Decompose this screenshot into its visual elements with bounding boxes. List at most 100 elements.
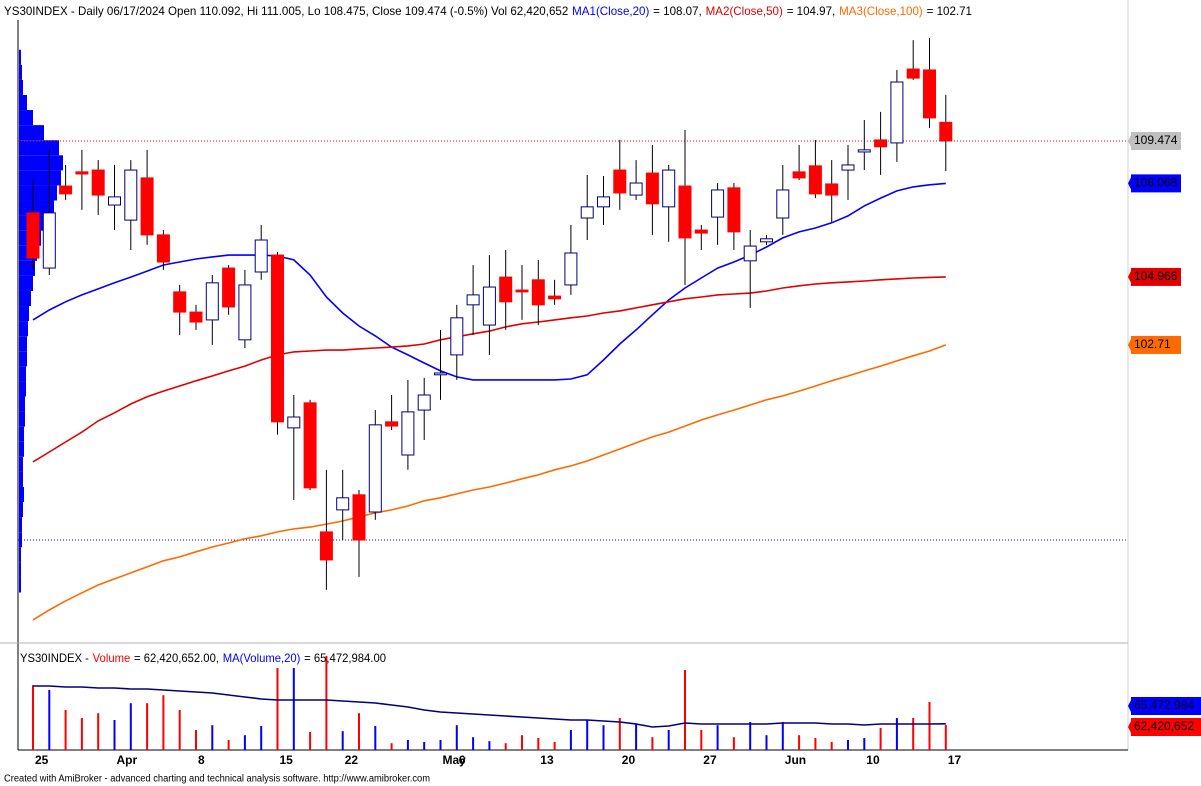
profile-bar <box>19 64 22 80</box>
label-box <box>1131 697 1201 715</box>
candle-body <box>189 311 203 323</box>
profile-bar <box>19 532 22 548</box>
candle-body <box>857 149 871 153</box>
volume-bar <box>814 738 817 750</box>
candle-body <box>26 212 40 259</box>
candle-body <box>205 282 219 321</box>
profile-bar <box>19 140 59 156</box>
volume-bar <box>276 668 279 750</box>
volume-bar <box>358 713 360 750</box>
candle-body <box>287 416 301 429</box>
volume-bar <box>586 720 589 750</box>
legend-name: MA3(Close,100) <box>839 4 923 18</box>
axis-value-label: 104.966 <box>1134 269 1178 283</box>
volume-bar <box>292 668 295 750</box>
profile-bar <box>19 426 24 442</box>
volume-bar <box>553 742 556 750</box>
x-tick-label: 8 <box>198 753 205 767</box>
profile-bar <box>19 471 23 487</box>
volume-bar <box>863 738 866 750</box>
profile-bar <box>19 486 24 503</box>
ma-line <box>32 182 946 381</box>
candle-body <box>825 183 839 196</box>
candle-body <box>173 291 187 313</box>
volume-bar <box>129 703 132 750</box>
volume-bar <box>178 710 181 750</box>
candle-body <box>254 239 268 273</box>
volume-bars <box>32 656 947 750</box>
volume-bar <box>798 735 801 750</box>
x-tick-label: 27 <box>703 753 717 767</box>
candle-body <box>580 206 594 219</box>
candle-body <box>75 171 89 175</box>
profile-bar <box>19 185 57 201</box>
candle-body <box>368 424 382 513</box>
footer: Created with AmiBroker - advanced charti… <box>4 774 430 785</box>
volume-bar <box>635 724 638 750</box>
candle-body <box>792 171 806 179</box>
volume-bar <box>684 670 686 750</box>
profile-bar <box>19 49 21 65</box>
volume-bar <box>211 725 214 750</box>
volume-bar <box>227 740 230 750</box>
candle-body <box>401 411 415 456</box>
volume-bar <box>765 735 768 750</box>
x-tick-label: Apr <box>117 753 138 767</box>
volume-bar <box>146 703 149 750</box>
candle-body <box>466 294 480 306</box>
candle-body <box>711 189 725 218</box>
legend-value: = 62,420,652.00, <box>134 651 219 665</box>
candle-body <box>108 196 121 206</box>
candle-body <box>319 531 333 561</box>
candle-body <box>613 169 627 194</box>
x-tick-label: 25 <box>35 753 49 767</box>
label-box <box>1131 174 1181 193</box>
legend-value: = 65,472,984.00 <box>304 651 386 665</box>
volume-bar <box>48 690 51 750</box>
volume-bar <box>732 737 735 750</box>
candle-body <box>450 317 464 356</box>
x-tick-label: 10 <box>866 753 880 767</box>
volume-bar <box>569 730 572 750</box>
candle-body <box>499 276 513 303</box>
volume-bar <box>618 718 621 750</box>
legend-name: MA(Volume,20) <box>223 651 301 665</box>
candle-body <box>694 229 708 234</box>
volume-bar <box>472 737 475 750</box>
volume-bar <box>781 722 784 750</box>
volume-bar <box>879 728 882 750</box>
volume-bar <box>97 713 100 750</box>
volume-bar <box>651 737 654 750</box>
candle-body <box>645 172 659 205</box>
title-text: YS30INDEX - Daily 06/17/2024 Open 110.09… <box>4 4 569 18</box>
candle-body <box>678 185 692 239</box>
volume-bar <box>944 725 947 750</box>
profile-bar <box>19 94 27 111</box>
candle-body <box>222 267 236 308</box>
candle-body <box>597 196 610 208</box>
legend-name: Volume <box>93 651 131 665</box>
candle-body <box>140 177 154 236</box>
volume-bar <box>895 718 898 750</box>
label-box <box>1131 267 1181 286</box>
axis-value-label: 102.71 <box>1134 337 1171 351</box>
axis-value-label: 65,472,984 <box>1134 698 1194 712</box>
candle-body <box>385 421 399 427</box>
volume-bar <box>847 740 849 750</box>
profile-bar <box>19 155 63 171</box>
profile-bar <box>19 366 26 382</box>
profile-bar <box>19 170 61 186</box>
profile-bar <box>19 547 21 563</box>
candles <box>26 37 953 590</box>
x-tick-label: 6 <box>459 753 466 767</box>
profile-bar <box>19 441 24 457</box>
profile-bar <box>19 290 31 307</box>
x-tick-label: 20 <box>622 753 636 767</box>
volume-bar <box>113 720 116 750</box>
volume-bar <box>374 726 377 750</box>
legend-name: MA2(Close,50) <box>706 4 783 18</box>
